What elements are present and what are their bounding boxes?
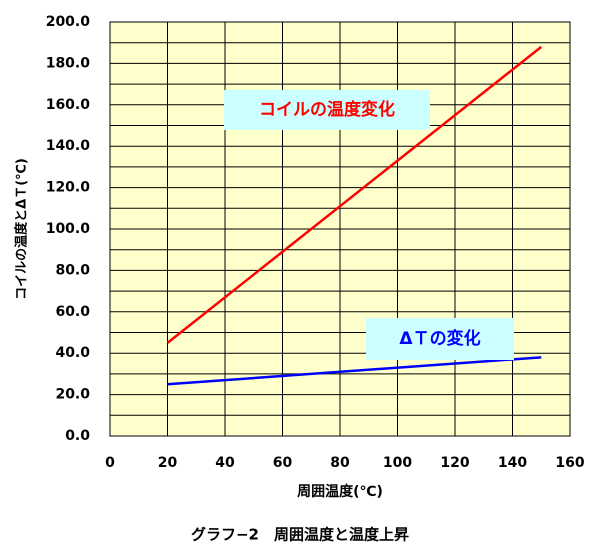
y-tick-label: 60.0 [55, 304, 90, 320]
y-tick-label: 20.0 [55, 387, 90, 403]
annotation-box [366, 318, 514, 360]
y-axis-label: コイルの温度とΔＴ(℃) [14, 158, 30, 300]
y-tick-label: 100.0 [46, 221, 91, 237]
series-line [167, 356, 542, 386]
x-tick-label: 100 [383, 455, 412, 471]
y-tick-label: 160.0 [46, 97, 91, 113]
series-line [166, 45, 543, 344]
x-tick-label: 60 [273, 455, 293, 471]
x-tick-label: 140 [498, 455, 527, 471]
y-tick-label: 40.0 [55, 345, 90, 361]
y-tick-label: 140.0 [46, 138, 91, 154]
x-tick-label: 0 [105, 455, 115, 471]
y-tick-label: 0.0 [65, 428, 90, 444]
legend-label: コイルの温度変化 [259, 99, 395, 120]
annotation-box [224, 90, 430, 130]
y-tick-label: 180.0 [46, 55, 91, 71]
legend-label: ΔＴの変化 [399, 328, 480, 349]
y-tick-label: 120.0 [46, 180, 91, 196]
x-tick-label: 80 [330, 455, 350, 471]
x-tick-label: 120 [440, 455, 469, 471]
y-tick-label: 80.0 [55, 262, 90, 278]
x-tick-label: 160 [555, 455, 584, 471]
x-tick-label: 20 [158, 455, 178, 471]
chart-caption: グラフ−2 周囲温度と温度上昇 [191, 526, 409, 544]
x-axis-label: 周囲温度(℃) [297, 483, 383, 500]
y-tick-label: 200.0 [46, 14, 91, 30]
x-tick-label: 40 [215, 455, 235, 471]
